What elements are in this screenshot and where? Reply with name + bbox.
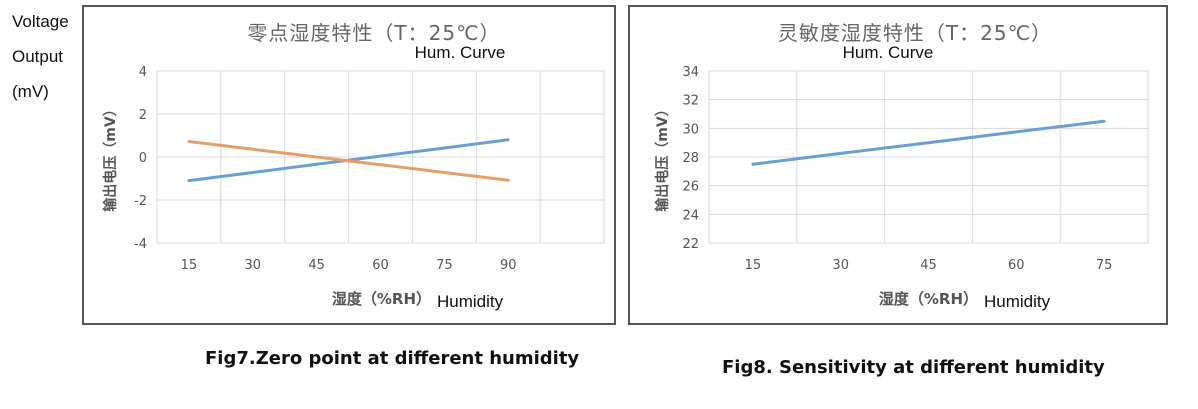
x-tick-label: 30 <box>832 258 849 273</box>
data-point <box>1103 120 1105 122</box>
data-point <box>752 163 754 165</box>
y-axis-title: 输出电压（mV） <box>102 102 119 211</box>
data-point <box>1015 131 1018 133</box>
y-tick-label: -2 <box>134 194 147 209</box>
chart-panel-sensitivity: 34 32 30 28 26 24 22 15 30 45 60 75 灵敏度湿度特性（T：25℃） Hu… <box>628 5 1168 325</box>
x-tick-label: 45 <box>308 258 325 273</box>
x-tick-label: 60 <box>1008 258 1025 273</box>
y-tick-label: 2 <box>139 108 147 123</box>
x-tick-label: 75 <box>1096 258 1113 273</box>
figure-caption-fig8: Fig8. Sensitivity at different humidity <box>722 357 1105 378</box>
data-point <box>379 155 382 157</box>
y-tick-label: 24 <box>682 208 699 223</box>
zero-point-chart: 4 2 0 -2 -4 15 30 45 60 75 90 零点湿度特性（T：25℃）Hum. Cur… <box>102 21 605 311</box>
y-tick-label: 34 <box>682 65 699 80</box>
data-point <box>379 163 382 166</box>
y-axis-label-line-1: Voltage <box>12 12 69 31</box>
data-point <box>839 152 842 155</box>
data-point <box>507 139 510 141</box>
x-axis-title-english: Humidity <box>984 292 1051 311</box>
series-line-2 <box>187 140 510 182</box>
data-point <box>507 179 510 182</box>
y-tick-label: 22 <box>682 237 699 252</box>
y-axis-label-line-3: (mV) <box>12 82 49 101</box>
x-tick-label: 60 <box>372 258 389 273</box>
x-tick-label: 15 <box>745 258 762 273</box>
data-point <box>251 171 254 174</box>
data-point <box>927 141 930 144</box>
data-point <box>443 171 446 174</box>
y-axis-label-line-2: Output <box>12 47 64 66</box>
y-axis-title: 输出电压（mV） <box>654 102 671 211</box>
x-axis-title: 湿度（%RH） <box>879 290 978 308</box>
chart-title: 灵敏度湿度特性（T：25℃） <box>778 21 1052 45</box>
data-point <box>251 148 254 151</box>
y-tick-label: 30 <box>682 122 699 137</box>
x-tick-label: 90 <box>500 258 517 273</box>
data-point <box>443 147 446 149</box>
chart-panel-zero-point: 4 2 0 -2 -4 15 30 45 60 75 90 零点湿度特性（T：25℃） Hum. Cur… <box>82 5 616 325</box>
figure-caption-fig7: Fig7.Zero point at different humidity <box>205 348 580 369</box>
data-point <box>315 156 318 158</box>
x-tick-label: 30 <box>245 258 262 273</box>
x-tick-label: 15 <box>181 258 198 273</box>
x-axis-title: 湿度（%RH） <box>332 290 431 308</box>
chart-subtitle: Hum. Curve <box>843 43 934 62</box>
chart-subtitle: Hum. Curve <box>415 43 506 62</box>
x-axis-title-english: Humidity <box>437 292 504 311</box>
data-point <box>188 140 190 143</box>
chart-title: 零点湿度特性（T：25℃） <box>247 21 500 45</box>
x-tick-label: 75 <box>436 258 453 273</box>
data-point <box>315 163 318 166</box>
x-tick-label: 45 <box>920 258 937 273</box>
y-tick-label: 4 <box>139 65 147 80</box>
y-tick-label: -4 <box>134 237 147 252</box>
y-tick-label: 28 <box>682 151 699 166</box>
y-tick-label: 32 <box>682 94 699 109</box>
y-tick-label: 0 <box>139 151 147 166</box>
y-tick-label: 26 <box>682 180 699 195</box>
data-point <box>188 179 190 182</box>
